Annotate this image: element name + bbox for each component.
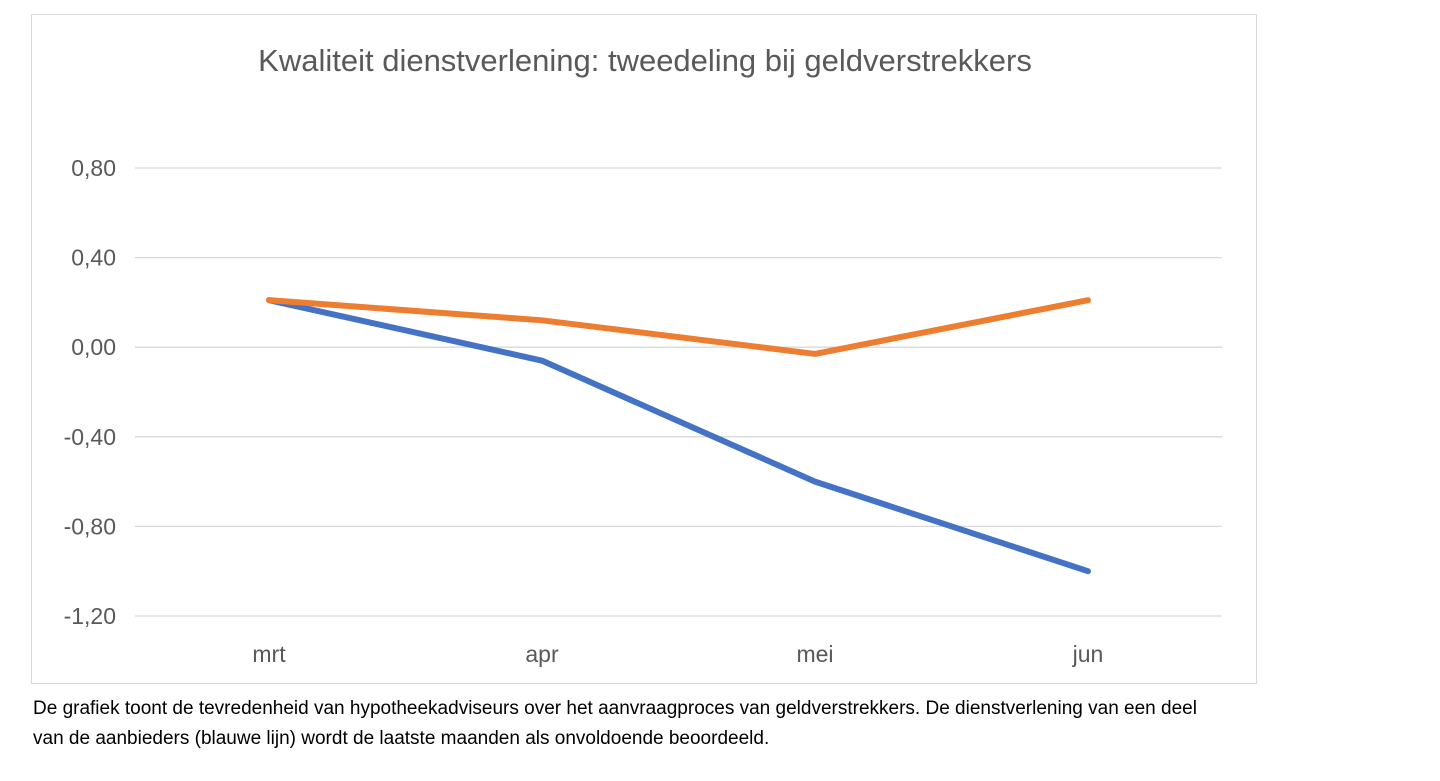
line-chart: 0,80 0,40 0,00 -0,40 -0,80 -1,20 mrt apr mei jun — [64, 155, 1222, 667]
chart-area: Kwaliteit dienstverlening: tweedeling bi… — [31, 14, 1257, 684]
y-tick-label: 0,00 — [71, 334, 116, 360]
gridlines — [135, 167, 1222, 617]
y-tick-label: 0,80 — [71, 155, 116, 181]
y-tick-label: 0,40 — [71, 245, 116, 271]
x-axis-ticks: mrt apr mei jun — [252, 641, 1103, 667]
y-axis-ticks: 0,80 0,40 0,00 -0,40 -0,80 -1,20 — [64, 155, 116, 629]
series-line-2 — [266, 297, 1091, 357]
y-tick-label: -0,40 — [64, 424, 116, 450]
chart-title: Kwaliteit dienstverlening: tweedeling bi… — [258, 43, 1032, 78]
x-tick-label: apr — [525, 641, 559, 667]
y-tick-label: -1,20 — [64, 603, 116, 629]
x-tick-label: mrt — [252, 641, 286, 667]
x-tick-label: mei — [796, 641, 833, 667]
caption-line-1: De grafiek toont de tevredenheid van hyp… — [33, 698, 1197, 719]
caption-line-2: van de aanbieders (blauwe lijn) wordt de… — [33, 728, 770, 749]
x-tick-label: jun — [1072, 641, 1104, 667]
series-lines — [266, 297, 1091, 575]
chart-caption: De grafiek toont de tevredenheid van hyp… — [33, 694, 1433, 754]
series-line-1 — [266, 297, 1091, 575]
y-tick-label: -0,80 — [64, 513, 116, 539]
